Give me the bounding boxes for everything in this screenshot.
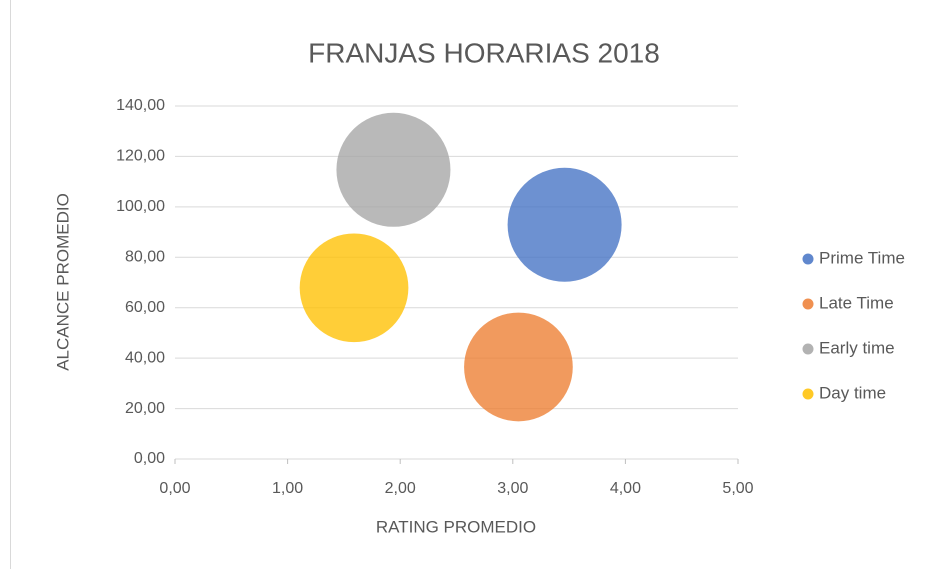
x-tick-label: 1,00: [272, 480, 303, 497]
x-tick-label: 4,00: [610, 480, 641, 497]
chart-title: FRANJAS HORARIAS 2018: [308, 37, 660, 68]
bubble: [336, 112, 451, 227]
y-tick-label: 20,00: [125, 400, 165, 417]
y-tick-label: 140,00: [116, 97, 165, 114]
y-tick-label: 0,00: [134, 450, 165, 467]
x-tick-label: 5,00: [722, 480, 753, 497]
y-tick-label: 40,00: [125, 349, 165, 366]
legend-marker: [802, 253, 814, 265]
legend-label: Late Time: [819, 293, 894, 312]
y-axis-label: ALCANCE PROMEDIO: [53, 193, 72, 371]
bubble: [464, 312, 573, 422]
legend-label: Prime Time: [819, 248, 905, 267]
x-axis-label: RATING PROMEDIO: [376, 517, 536, 536]
legend-marker: [802, 388, 814, 400]
x-tick-label: 2,00: [385, 480, 416, 497]
legend-marker: [802, 298, 814, 310]
x-tick-label: 3,00: [497, 480, 528, 497]
y-tick-label: 80,00: [125, 249, 165, 266]
y-tick-label: 120,00: [116, 148, 165, 165]
chart-frame: [10, 0, 942, 569]
legend-label: Early time: [819, 338, 895, 357]
y-tick-label: 100,00: [116, 198, 165, 215]
x-tick-label: 0,00: [159, 480, 190, 497]
legend-marker: [802, 343, 814, 355]
legend-label: Day time: [819, 383, 886, 402]
bubble: [299, 233, 409, 343]
y-tick-label: 60,00: [125, 299, 165, 316]
bubble: [507, 167, 622, 282]
